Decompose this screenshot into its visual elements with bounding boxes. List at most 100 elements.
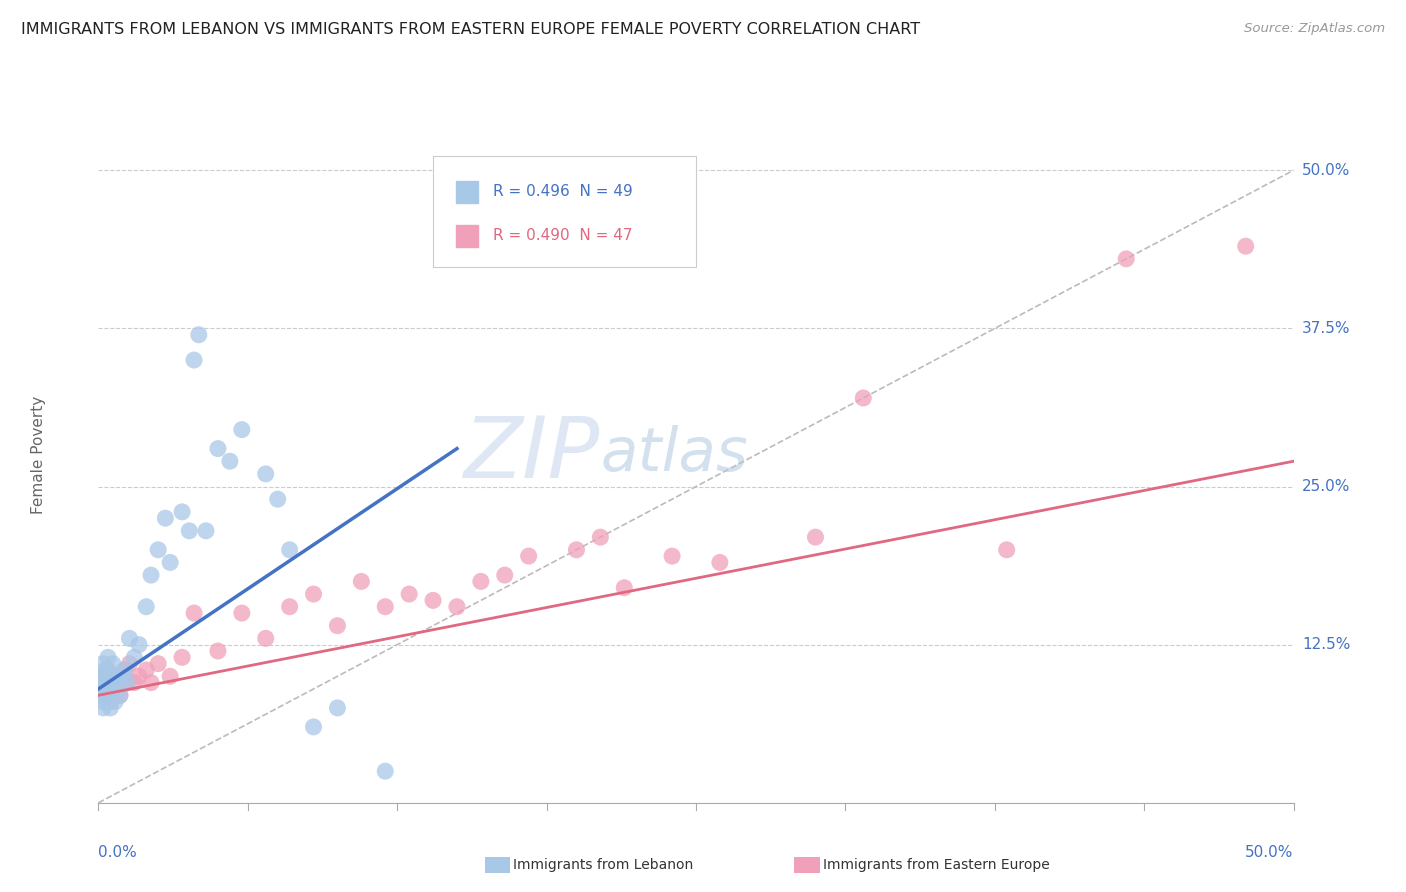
Point	[148, 657, 170, 671]
Point	[118, 632, 141, 646]
Point	[108, 688, 131, 702]
Point	[422, 593, 444, 607]
Point	[231, 606, 253, 620]
Point	[114, 663, 136, 677]
Point	[278, 542, 301, 557]
Text: R = 0.490  N = 47: R = 0.490 N = 47	[492, 228, 633, 244]
Point	[804, 530, 827, 544]
Text: atlas: atlas	[600, 425, 748, 484]
Point	[852, 391, 875, 405]
Point	[97, 663, 120, 677]
Point	[231, 423, 253, 437]
Point	[613, 581, 636, 595]
Point	[1234, 239, 1257, 253]
Point	[98, 681, 122, 696]
Point	[565, 542, 588, 557]
Point	[98, 669, 122, 683]
Point	[98, 701, 122, 715]
Point	[104, 669, 127, 683]
Point	[589, 530, 612, 544]
Point	[254, 632, 277, 646]
Point	[124, 650, 146, 665]
Point	[94, 669, 117, 683]
Point	[104, 669, 127, 683]
Point	[374, 764, 396, 779]
Point	[172, 505, 194, 519]
Point	[302, 720, 325, 734]
Point	[91, 688, 114, 702]
Point	[254, 467, 277, 481]
Text: Immigrants from Lebanon: Immigrants from Lebanon	[513, 858, 693, 872]
Point	[139, 568, 162, 582]
Point	[111, 669, 134, 683]
Point	[374, 599, 396, 614]
Text: Female Poverty: Female Poverty	[31, 396, 46, 514]
Text: 37.5%: 37.5%	[1302, 321, 1350, 336]
Point	[91, 657, 114, 671]
Text: 50.0%: 50.0%	[1246, 845, 1294, 860]
Point	[207, 644, 229, 658]
Point	[91, 669, 114, 683]
Point	[90, 681, 112, 696]
FancyBboxPatch shape	[433, 156, 696, 267]
Point	[91, 695, 114, 709]
Point	[219, 454, 242, 468]
Text: Immigrants from Eastern Europe: Immigrants from Eastern Europe	[823, 858, 1049, 872]
Point	[494, 568, 516, 582]
Point	[135, 599, 157, 614]
Point	[124, 675, 146, 690]
Point	[115, 675, 138, 690]
Point	[97, 650, 120, 665]
Point	[183, 353, 205, 368]
Point	[128, 669, 150, 683]
Point	[91, 675, 114, 690]
Point	[470, 574, 492, 589]
Point	[278, 599, 301, 614]
Point	[91, 675, 114, 690]
Point	[94, 663, 117, 677]
Point	[207, 442, 229, 456]
Point	[995, 542, 1018, 557]
Point	[107, 675, 129, 690]
Point	[118, 657, 141, 671]
Point	[709, 556, 731, 570]
Text: 0.0%: 0.0%	[98, 845, 138, 860]
Point	[187, 327, 209, 342]
Point	[172, 650, 194, 665]
Point	[326, 701, 349, 715]
Text: 25.0%: 25.0%	[1302, 479, 1350, 494]
Text: 50.0%: 50.0%	[1302, 163, 1350, 178]
Point	[97, 675, 120, 690]
Point	[90, 675, 112, 690]
Point	[98, 695, 122, 709]
Point	[94, 681, 117, 696]
Point	[155, 511, 177, 525]
Point	[302, 587, 325, 601]
Point	[101, 675, 124, 690]
Point	[183, 606, 205, 620]
Text: ZIP: ZIP	[464, 413, 600, 497]
Point	[517, 549, 540, 563]
Point	[661, 549, 683, 563]
Point	[90, 669, 112, 683]
Point	[159, 556, 181, 570]
Point	[326, 618, 349, 632]
Text: Source: ZipAtlas.com: Source: ZipAtlas.com	[1244, 22, 1385, 36]
Point	[91, 701, 114, 715]
Point	[108, 688, 131, 702]
Point	[159, 669, 181, 683]
Point	[97, 675, 120, 690]
Point	[139, 675, 162, 690]
Point	[267, 492, 290, 507]
Point	[350, 574, 373, 589]
Text: R = 0.496  N = 49: R = 0.496 N = 49	[492, 185, 633, 200]
Point	[135, 663, 157, 677]
Point	[1115, 252, 1137, 266]
Point	[101, 657, 124, 671]
Point	[104, 695, 127, 709]
Point	[398, 587, 420, 601]
Point	[114, 663, 136, 677]
Point	[90, 688, 112, 702]
Point	[101, 681, 124, 696]
Point	[446, 599, 468, 614]
